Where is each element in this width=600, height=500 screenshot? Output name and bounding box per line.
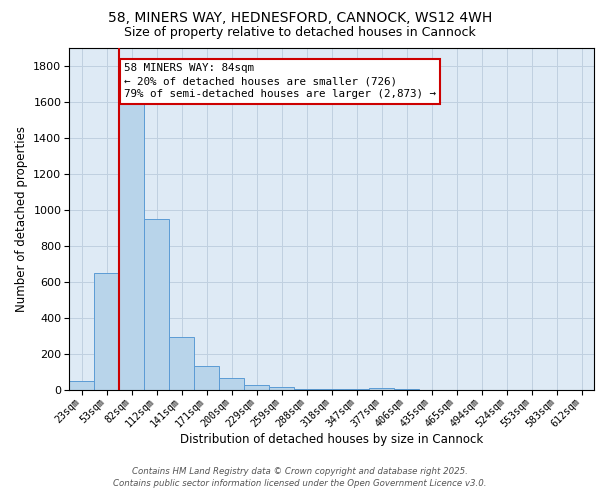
Bar	[69, 381, 94, 390]
Bar	[394, 389, 419, 390]
X-axis label: Distribution of detached houses by size in Cannock: Distribution of detached houses by size …	[180, 433, 483, 446]
Bar	[94, 273, 119, 390]
Bar	[294, 389, 319, 390]
Bar	[144, 219, 169, 390]
Bar	[219, 378, 244, 390]
Bar	[169, 337, 194, 390]
Bar	[369, 388, 394, 390]
Text: 58 MINERS WAY: 84sqm
← 20% of detached houses are smaller (726)
79% of semi-deta: 58 MINERS WAY: 84sqm ← 20% of detached h…	[124, 63, 436, 100]
Bar	[244, 386, 269, 390]
Text: Size of property relative to detached houses in Cannock: Size of property relative to detached ho…	[124, 26, 476, 39]
Bar	[119, 69, 144, 390]
Bar	[194, 366, 219, 390]
Y-axis label: Number of detached properties: Number of detached properties	[14, 126, 28, 312]
Text: Contains HM Land Registry data © Crown copyright and database right 2025.
Contai: Contains HM Land Registry data © Crown c…	[113, 466, 487, 487]
Bar	[269, 388, 294, 390]
Text: 58, MINERS WAY, HEDNESFORD, CANNOCK, WS12 4WH: 58, MINERS WAY, HEDNESFORD, CANNOCK, WS1…	[108, 11, 492, 25]
Bar	[319, 389, 344, 390]
Bar	[344, 389, 369, 390]
